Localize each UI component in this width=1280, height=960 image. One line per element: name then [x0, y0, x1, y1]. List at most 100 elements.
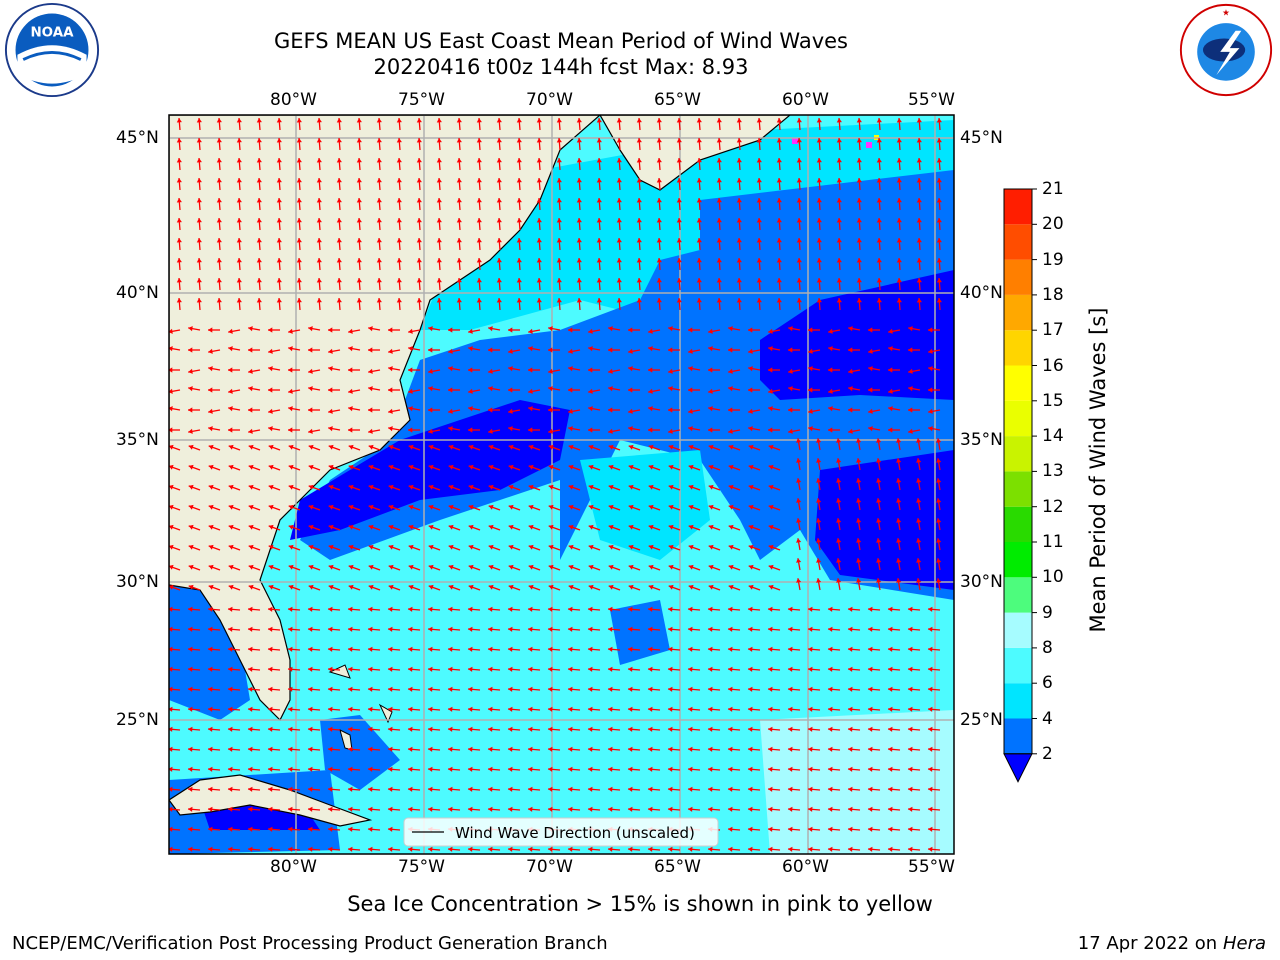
wind-wave-arrowhead [676, 178, 682, 183]
wind-wave-arrowhead [208, 706, 213, 712]
wind-wave-arrowhead [668, 666, 673, 672]
wind-wave-arrowhead [928, 666, 933, 672]
wind-wave-arrowhead [516, 238, 522, 243]
wind-wave-arrowhead [708, 846, 713, 852]
wind-wave-arrowhead [856, 258, 862, 263]
wind-wave-arrowhead [176, 198, 182, 203]
wind-wave-arrowhead [548, 766, 553, 772]
wind-wave-arrowhead [288, 584, 294, 590]
wind-wave-arrowhead [836, 458, 842, 463]
wind-wave-arrowhead [516, 118, 522, 123]
wind-wave-arrowhead [348, 826, 353, 832]
wind-wave-arrowhead [296, 158, 302, 163]
wind-wave-arrowhead [616, 138, 622, 143]
wind-wave-arrowhead [208, 564, 214, 570]
wind-wave-arrowhead [508, 544, 514, 550]
wind-wave-arrowhead [568, 584, 574, 590]
wind-wave-arrowhead [608, 706, 613, 712]
wind-wave-arrowhead [836, 158, 842, 163]
wind-wave-arrowhead [796, 438, 802, 443]
wind-wave-arrowhead [196, 298, 202, 303]
wind-wave-arrowhead [228, 444, 234, 450]
wind-wave-arrowhead [648, 666, 653, 672]
wind-wave-arrowhead [276, 278, 282, 283]
wind-wave-arrowhead [868, 426, 873, 432]
wind-wave-arrowhead [448, 464, 454, 470]
wind-wave-arrowhead [456, 278, 462, 283]
wind-wave-arrowhead [596, 238, 602, 243]
wind-wave-arrowhead [348, 328, 353, 334]
wind-wave-arrowhead [636, 158, 642, 163]
wind-wave-arrowhead [528, 626, 533, 632]
wind-wave-arrowhead [796, 238, 802, 243]
wind-wave-arrowhead [256, 258, 262, 263]
wind-wave-arrowhead [728, 347, 733, 353]
wind-wave-arrowhead [888, 367, 893, 373]
wind-wave-arrowhead [608, 544, 614, 550]
wind-wave-arrowhead [828, 726, 833, 732]
wind-wave-arrowhead [336, 178, 342, 183]
wind-wave-arrowhead [448, 564, 454, 570]
wind-wave-arrowhead [448, 606, 453, 612]
wind-wave-arrowhead [896, 278, 902, 283]
wind-wave-arrowhead [848, 428, 853, 434]
wind-wave-arrowhead [376, 298, 382, 303]
wind-wave-arrowhead [268, 484, 274, 490]
wind-wave-arrowhead [488, 464, 494, 470]
wind-wave-arrowhead [688, 564, 694, 570]
wind-wave-arrowhead [328, 544, 334, 550]
wind-wave-arrowhead [868, 348, 873, 354]
wind-wave-arrowhead [608, 464, 614, 470]
wind-wave-arrowhead [856, 458, 862, 463]
wind-wave-arrowhead [396, 218, 402, 223]
wind-wave-arrowhead [896, 478, 902, 483]
wind-wave-arrowhead [169, 484, 174, 490]
wind-wave-arrowhead [716, 258, 722, 263]
wind-wave-arrowhead [256, 138, 262, 143]
colorbar-segment [1004, 647, 1032, 684]
wind-wave-arrowhead [588, 766, 593, 772]
wind-wave-arrowhead [268, 766, 273, 772]
wind-wave-arrowhead [208, 606, 213, 612]
wind-wave-arrowhead [876, 178, 882, 183]
wind-wave-arrowhead [256, 278, 262, 283]
wind-wave-arrowhead [368, 504, 374, 510]
wind-wave-arrowhead [736, 158, 742, 163]
wind-wave-arrowhead [668, 646, 673, 652]
wind-wave-arrowhead [668, 524, 674, 530]
colorbar-tick-label: 2 [1042, 743, 1053, 764]
wind-wave-arrowhead [648, 746, 653, 752]
wind-wave-arrowhead [228, 826, 233, 832]
wind-wave-arrowhead [756, 138, 762, 143]
wind-wave-arrowhead [688, 686, 693, 692]
wind-wave-arrowhead [268, 666, 273, 672]
wind-wave-arrowhead [588, 786, 593, 792]
wind-wave-arrowhead [756, 278, 762, 283]
wind-wave-arrowhead [408, 626, 413, 632]
wind-wave-arrowhead [708, 444, 714, 450]
wind-wave-arrowhead [408, 726, 413, 732]
wind-wave-arrowhead [236, 118, 242, 123]
wind-wave-arrowhead [588, 746, 593, 752]
wind-wave-arrowhead [488, 806, 493, 812]
wind-wave-arrowhead [428, 407, 433, 413]
wind-wave-arrowhead [468, 584, 474, 590]
wind-wave-arrowhead [228, 427, 233, 433]
wind-wave-arrowhead [816, 238, 822, 243]
wind-wave-arrowhead [548, 464, 554, 470]
wind-wave-arrowhead [808, 387, 813, 393]
wind-wave-arrowhead [448, 366, 453, 372]
wind-wave-arrowhead [868, 766, 873, 772]
wind-wave-arrowhead [908, 666, 913, 672]
wind-wave-arrowhead [628, 686, 633, 692]
wind-wave-arrowhead [188, 626, 193, 632]
lon-label-top-60w: 60°W [782, 90, 829, 110]
wind-wave-arrowhead [648, 626, 653, 632]
wind-wave-arrowhead [628, 544, 634, 550]
wind-wave-arrowhead [428, 626, 433, 632]
wind-wave-arrowhead [896, 298, 902, 303]
wind-wave-arrowhead [668, 368, 673, 374]
wind-wave-arrowhead [228, 666, 233, 672]
wind-wave-arrowhead [748, 348, 753, 354]
wind-wave-arrowhead [808, 408, 813, 414]
